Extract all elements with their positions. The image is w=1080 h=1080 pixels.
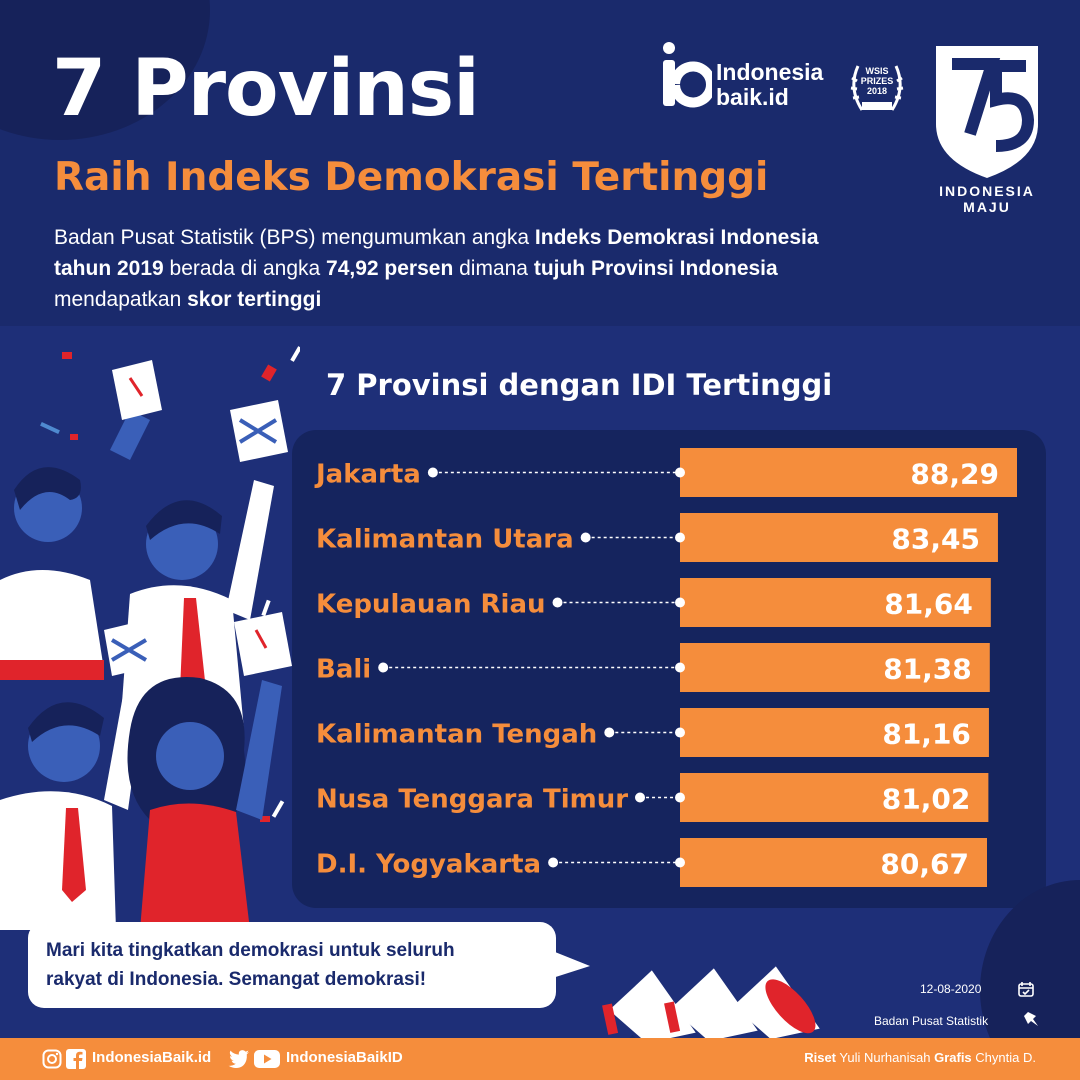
- value-label: 81,16: [882, 718, 971, 751]
- anniversary-text: INDONESIA MAJU: [920, 183, 1054, 215]
- value-label: 80,67: [880, 848, 969, 881]
- bar: [680, 513, 998, 562]
- award-winner: WINNER: [862, 97, 892, 104]
- bar: [680, 773, 989, 822]
- intro-highlight: 74,92 persen: [326, 257, 454, 280]
- category-label: Nusa Tenggara Timur: [316, 785, 628, 815]
- value-label: 88,29: [910, 458, 999, 491]
- data-source: Badan Pusat Statistik: [874, 1014, 989, 1028]
- brand-wordmark: Indonesia baik.id: [716, 60, 823, 110]
- megaphone-icon: [602, 966, 820, 1040]
- footer-bar: [0, 1038, 1080, 1080]
- award-text: WSIS PRIZES 2018 WINNER: [848, 66, 906, 106]
- leader-dot: [675, 857, 685, 868]
- leader-dot: [675, 467, 685, 478]
- category-label: D.I. Yogyakarta: [316, 850, 541, 880]
- intro-text: Badan Pusat Statistik (BPS) mengumumkan …: [54, 226, 535, 249]
- credit-riset-name: Yuli Nurhanisah: [839, 1050, 931, 1065]
- award-line-1: WSIS: [865, 66, 889, 76]
- chart-title: 7 Provinsi dengan IDI Tertinggi: [326, 368, 833, 402]
- category-label: Jakarta: [314, 460, 421, 490]
- bar: [680, 578, 991, 627]
- confetti: [62, 352, 72, 359]
- confetti: [260, 816, 270, 822]
- facebook-icon[interactable]: [66, 1049, 86, 1069]
- calendar-icon: [1018, 982, 1034, 997]
- bar: [680, 448, 1017, 497]
- speech-line-2: rakyat di Indonesia. Semangat demokrasi!: [46, 969, 427, 990]
- value-label: 81,38: [883, 653, 972, 686]
- leader-dot: [675, 662, 685, 673]
- speech-bubble-tail: [540, 946, 590, 982]
- value-label: 83,45: [891, 523, 980, 556]
- bar: [680, 838, 987, 887]
- footer-handle-right[interactable]: IndonesiaBaikID: [286, 1049, 403, 1066]
- indonesiabaik-logo-icon: [663, 42, 712, 108]
- award-line-3: 2018: [866, 86, 888, 96]
- credit-grafis-name: Chyntia D.: [975, 1050, 1036, 1065]
- credit-riset-label: Riset: [804, 1050, 837, 1065]
- anniversary-line-1: INDONESIA: [939, 183, 1035, 199]
- page-subtitle: Raih Indeks Demokrasi Tertinggi: [54, 155, 769, 200]
- intro-highlight: tujuh Provinsi Indonesia: [533, 257, 778, 280]
- anniversary-75-shield-icon: [936, 46, 1038, 178]
- value-label: 81,02: [882, 783, 971, 816]
- instagram-icon[interactable]: [42, 1049, 62, 1069]
- leader-dot: [675, 727, 685, 738]
- leader-dot: [580, 532, 591, 543]
- leader-dot: [675, 532, 685, 543]
- bar: [680, 708, 989, 757]
- category-label: Bali: [316, 655, 371, 685]
- anniversary-line-2: MAJU: [963, 199, 1011, 215]
- leader-dot: [378, 662, 389, 673]
- leader-dot: [604, 727, 615, 738]
- intro-highlight: skor tertinggi: [187, 288, 322, 311]
- speech-bubble-text: Mari kita tingkatkan demokrasi untuk sel…: [46, 936, 556, 994]
- category-label: Kalimantan Tengah: [316, 720, 597, 750]
- confetti: [40, 421, 60, 435]
- leader-dot: [675, 597, 685, 608]
- page-title: 7 Provinsi: [52, 44, 480, 134]
- intro-text: mendapatkan: [54, 288, 188, 311]
- leader-dot: [635, 792, 646, 803]
- speech-line-1: Mari kita tingkatkan demokrasi untuk sel…: [46, 940, 455, 961]
- leader-dot: [427, 467, 438, 478]
- confetti: [261, 599, 271, 617]
- intro-paragraph: Badan Pusat Statistik (BPS) mengumumkan …: [54, 222, 874, 315]
- intro-text: dimana: [453, 257, 534, 280]
- confetti: [271, 800, 285, 818]
- publish-date: 12-08-2020: [920, 982, 982, 996]
- brand-line-1: Indonesia: [716, 59, 824, 85]
- category-label: Kepulauan Riau: [316, 590, 546, 620]
- leader-dot: [552, 597, 563, 608]
- bar: [680, 643, 990, 692]
- speech-bubble: [28, 922, 556, 1008]
- crowd-illustration: [0, 346, 300, 930]
- confetti: [70, 434, 78, 440]
- laurel-award-icon: [850, 65, 904, 111]
- brand-line-2: baik.id: [716, 84, 789, 110]
- pin-icon: [1024, 1012, 1038, 1026]
- footer-handle-left[interactable]: IndonesiaBaik.id: [92, 1049, 212, 1066]
- category-label: Kalimantan Utara: [316, 525, 574, 555]
- award-line-2: PRIZES: [860, 76, 894, 86]
- confetti: [290, 346, 300, 362]
- intro-text: berada di angka: [163, 257, 327, 280]
- credit-grafis-label: Grafis: [934, 1050, 972, 1065]
- youtube-icon[interactable]: [254, 1049, 280, 1069]
- leader-dot: [548, 857, 559, 868]
- credits: Riset Yuli Nurhanisah Grafis Chyntia D.: [804, 1050, 1036, 1065]
- value-label: 81,64: [884, 588, 973, 621]
- confetti: [261, 364, 277, 382]
- intro-highlight: Indeks Demokrasi Indonesia tahun 2019: [54, 226, 819, 280]
- twitter-icon[interactable]: [228, 1049, 250, 1069]
- leader-dot: [675, 792, 685, 803]
